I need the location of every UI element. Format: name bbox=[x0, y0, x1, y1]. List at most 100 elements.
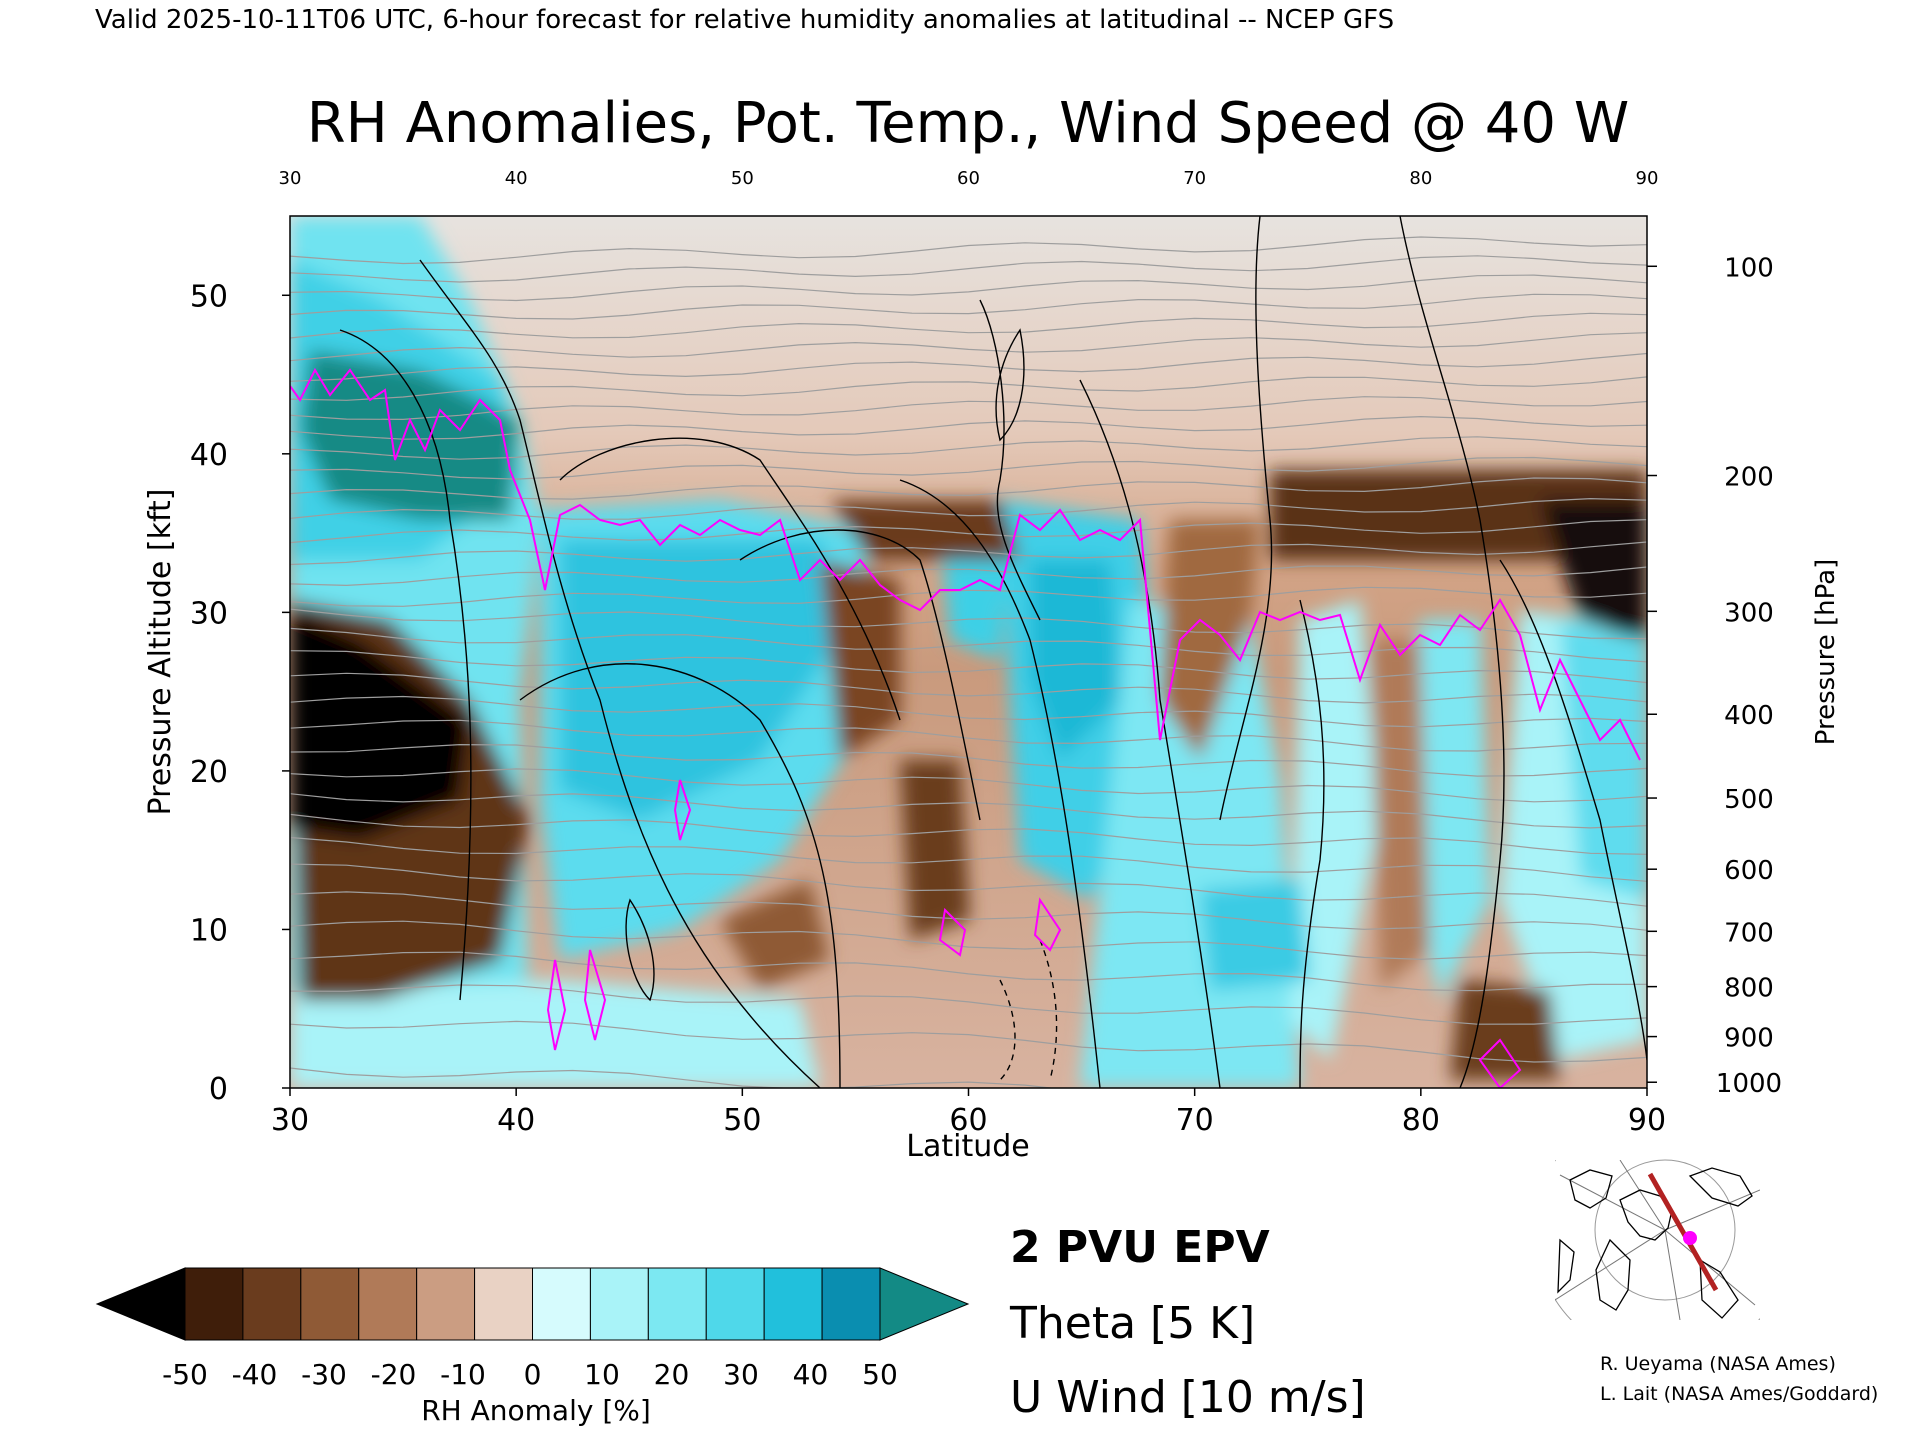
x-tick-label: 70 bbox=[1176, 1103, 1214, 1138]
legend-item-theta: Theta [5 K] bbox=[1009, 1298, 1255, 1349]
pressure-tick-label: 1000 bbox=[1716, 1069, 1782, 1099]
theta-contour-line bbox=[290, 719, 1647, 752]
top-tick-label: 80 bbox=[1409, 168, 1432, 189]
pressure-tick-label: 900 bbox=[1724, 1024, 1774, 1054]
theta-contour-line bbox=[290, 951, 1647, 992]
colorbar-box bbox=[300, 1267, 360, 1341]
x-tick-label: 90 bbox=[1628, 1103, 1666, 1138]
colorbar-tick-label: -20 bbox=[371, 1358, 417, 1391]
colorbar-tick-label: 50 bbox=[862, 1358, 898, 1391]
colorbar-over-arrow bbox=[879, 1267, 970, 1341]
pressure-tick-label: 400 bbox=[1724, 701, 1774, 731]
theta-contour-line bbox=[290, 650, 1647, 684]
colorbar-box bbox=[532, 1267, 591, 1341]
x-tick-label: 40 bbox=[497, 1103, 535, 1138]
top-tick-label: 70 bbox=[1183, 168, 1206, 189]
theta-contour-line bbox=[290, 236, 1647, 265]
theta-contour-line bbox=[290, 1067, 1056, 1088]
theta-contour-line bbox=[290, 519, 1647, 544]
theta-contour-line bbox=[290, 456, 1647, 480]
pressure-tick-label: 700 bbox=[1724, 918, 1774, 948]
colorbar-tick-label: -10 bbox=[440, 1358, 486, 1391]
top-tick-label: 30 bbox=[279, 168, 302, 189]
y-axis-right-pressure: 100 200 300 400 500 600 700 800 900 1000 bbox=[1647, 253, 1782, 1099]
x-tick-label: 80 bbox=[1402, 1103, 1440, 1138]
colorbar-box bbox=[647, 1267, 707, 1341]
location-marker bbox=[1683, 1231, 1697, 1245]
y-tick-label: 10 bbox=[190, 913, 228, 948]
y-axis-left: 0 10 20 30 40 50 bbox=[190, 279, 290, 1107]
y-tick-label: 30 bbox=[190, 596, 228, 631]
theta-contour-line bbox=[290, 376, 1647, 401]
y-axis-label: Pressure Altitude [kft] bbox=[143, 489, 178, 816]
pressure-tick-label: 500 bbox=[1724, 785, 1774, 815]
y-tick-label: 20 bbox=[190, 755, 228, 790]
rh-anomaly-field bbox=[290, 216, 1647, 1088]
theta-contour-line bbox=[290, 920, 1647, 960]
theta-contour-line bbox=[290, 768, 1647, 803]
x-tick-label: 30 bbox=[271, 1103, 309, 1138]
colorbar-box bbox=[184, 1267, 244, 1341]
colorbar-box bbox=[705, 1267, 765, 1341]
legend-item-epv: 2 PVU EPV bbox=[1010, 1222, 1270, 1273]
pressure-tick-label: 600 bbox=[1724, 856, 1774, 886]
theta-contour-line bbox=[290, 743, 1647, 777]
theta-contour-line bbox=[290, 793, 1647, 829]
x-tick-label: 60 bbox=[949, 1103, 987, 1138]
theta-contour-line bbox=[290, 863, 1647, 907]
colorbar-tick-label: -50 bbox=[162, 1358, 208, 1391]
colorbar-box bbox=[358, 1267, 418, 1341]
theta-contour-line bbox=[290, 672, 1647, 704]
colorbar-label: RH Anomaly [%] bbox=[421, 1394, 651, 1427]
theta-contours bbox=[290, 236, 1647, 1088]
legend: 2 PVU EPV Theta [5 K] U Wind [10 m/s] bbox=[1009, 1222, 1366, 1423]
colorbar-box bbox=[242, 1267, 302, 1341]
wind-contours bbox=[339, 216, 1647, 1088]
pressure-tick-label: 300 bbox=[1724, 598, 1774, 628]
colorbar-tick-label: 40 bbox=[793, 1358, 829, 1391]
x-axis-top: 30 40 50 60 70 80 90 bbox=[279, 168, 1659, 189]
y-tick-label: 40 bbox=[190, 438, 228, 473]
pressure-tick-label: 100 bbox=[1724, 253, 1774, 283]
theta-contour-line bbox=[290, 497, 1647, 520]
theta-contour-line bbox=[290, 627, 1647, 663]
top-tick-label: 50 bbox=[731, 168, 754, 189]
colorbar-box bbox=[589, 1267, 649, 1341]
theta-contour-line bbox=[290, 332, 1647, 362]
credit-line-1: R. Ueyama (NASA Ames) bbox=[1600, 1353, 1836, 1375]
pressure-tick-label: 800 bbox=[1724, 974, 1774, 1004]
colorbar-tick-label: -30 bbox=[301, 1358, 347, 1391]
theta-contour-line bbox=[290, 984, 1647, 1025]
colorbar-tick-label: 10 bbox=[584, 1358, 620, 1391]
x-axis-bottom: 30 40 50 60 70 80 90 bbox=[271, 1088, 1666, 1138]
colorbar-box bbox=[821, 1267, 881, 1341]
colorbar: -50 -40 -30 -20 -10 0 10 20 30 40 50 bbox=[95, 1267, 970, 1391]
colorbar-under-arrow bbox=[95, 1267, 186, 1341]
cross-section-track bbox=[1647, 1172, 1719, 1292]
chart-title: RH Anomalies, Pot. Temp., Wind Speed @ 4… bbox=[307, 91, 1629, 156]
colorbar-tick-label: -40 bbox=[232, 1358, 278, 1391]
theta-contour-line bbox=[290, 1020, 1647, 1063]
theta-contour-line bbox=[290, 541, 1647, 566]
x-axis-label: Latitude bbox=[906, 1129, 1029, 1164]
theta-contour-line bbox=[290, 836, 1647, 882]
y2-axis-label: Pressure [hPa] bbox=[1811, 559, 1841, 746]
theta-contour-line bbox=[290, 586, 1647, 607]
pvu-epv-contour bbox=[290, 367, 1641, 1088]
x-tick-label: 50 bbox=[723, 1103, 761, 1138]
theta-contour-line bbox=[290, 813, 1647, 855]
theta-contour-line bbox=[290, 255, 1647, 283]
theta-contour-line bbox=[290, 436, 1647, 460]
top-tick-label: 40 bbox=[505, 168, 528, 189]
colorbar-tick-label: 20 bbox=[654, 1358, 690, 1391]
pressure-tick-label: 200 bbox=[1724, 463, 1774, 493]
valid-time-header: Valid 2025-10-11T06 UTC, 6-hour forecast… bbox=[95, 5, 1394, 35]
theta-contour-line bbox=[290, 695, 1647, 728]
theta-contour-line bbox=[290, 608, 1647, 640]
top-tick-label: 90 bbox=[1636, 168, 1659, 189]
theta-contour-line bbox=[290, 312, 1647, 339]
theta-contour-line bbox=[290, 891, 1647, 931]
theta-contour-line bbox=[290, 352, 1647, 382]
theta-contour-line bbox=[290, 274, 1647, 302]
